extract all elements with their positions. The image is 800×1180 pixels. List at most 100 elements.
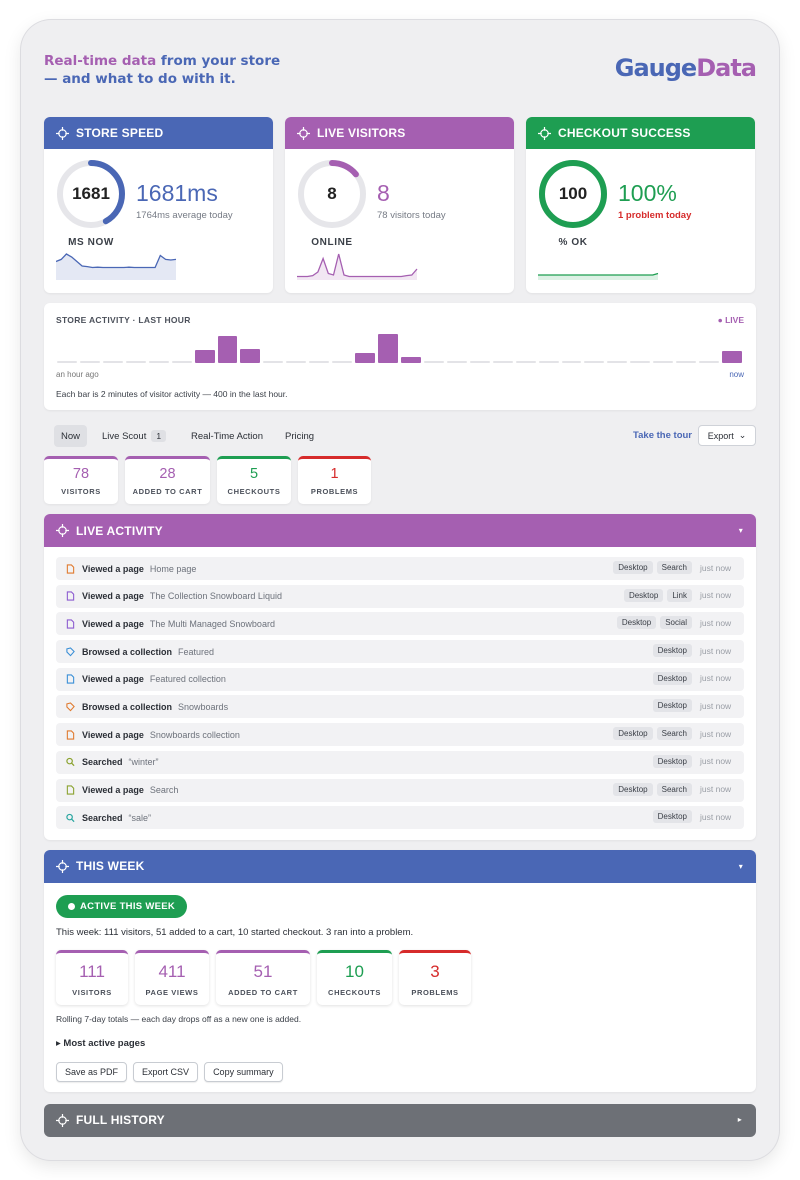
- source-chip: Desktop: [652, 671, 692, 685]
- status-dot-icon: [68, 902, 75, 910]
- week-stat-tile: 3 PROBLEMS: [399, 949, 471, 1005]
- tag-icon: [66, 702, 75, 712]
- activity-row[interactable]: Viewed a page The Multi Managed Snowboard…: [56, 612, 744, 636]
- caret-right-icon: ▸: [737, 1114, 742, 1124]
- gauge-fill: [57, 160, 125, 228]
- tab-real-time-action[interactable]: Real-Time Action: [191, 425, 263, 447]
- metric-card-title: STORE SPEED: [76, 126, 164, 140]
- dashboard: Real-time data from your store — and wha…: [44, 51, 757, 1137]
- stat-value: 28: [159, 466, 176, 482]
- activity-bar: [217, 335, 238, 363]
- activity-bar: [561, 361, 582, 363]
- source-chip: Desktop: [613, 782, 653, 796]
- activity-action: Browsed a collection: [82, 701, 173, 712]
- source-chip: Search: [656, 561, 692, 574]
- metric-card-header: CHECKOUT SUCCESS: [526, 117, 755, 149]
- activity-time: just now: [700, 811, 732, 822]
- tab-pricing[interactable]: Pricing: [285, 425, 314, 447]
- metric-card-body: 8 ONLINE 8 78 visitors today: [285, 149, 514, 293]
- metric-big-value: 100%: [618, 180, 677, 206]
- activity-bar: [171, 361, 192, 363]
- activity-row[interactable]: Searched “sale” Desktop just now: [56, 806, 744, 830]
- source-chip: Search: [656, 727, 692, 741]
- source-chip: Social: [660, 616, 692, 630]
- export-csv-button[interactable]: Export CSV: [133, 1061, 199, 1082]
- logo-part-data: Data: [696, 54, 757, 82]
- activity-target: Snowboards: [178, 701, 229, 712]
- stat-tile: 28 ADDED TO CART: [125, 456, 210, 504]
- export-dropdown[interactable]: Export ⌄: [698, 425, 756, 446]
- hero: Real-time data from your store — and wha…: [44, 52, 757, 117]
- week-stat-tile: 411 PAGE VIEWS: [135, 949, 209, 1005]
- source-chip: Desktop: [613, 561, 653, 574]
- crosshair-icon: [56, 126, 69, 140]
- metric-card-header: LIVE VISITORS: [285, 117, 514, 149]
- tab-bar: Now Live Scout 1 Real-Time Action Pricing…: [44, 425, 756, 447]
- metric-card: STORE SPEED 1681 MS NOW 1681ms 1764ms averag…: [44, 117, 273, 293]
- source-chip: Desktop: [652, 699, 692, 713]
- gauge-label: ONLINE: [311, 237, 353, 248]
- search-icon: [66, 758, 75, 767]
- badge-label: ACTIVE THIS WEEK: [80, 900, 176, 912]
- activity-meta: Desktop Search just now: [613, 561, 736, 574]
- activity-row[interactable]: Viewed a page Search Desktop Search just now: [56, 778, 744, 802]
- activity-time: just now: [700, 617, 732, 628]
- activity-row[interactable]: Viewed a page Snowboards collection Deskto…: [56, 723, 744, 747]
- source-chip: Link: [667, 588, 692, 602]
- week-stat-value: 3: [430, 961, 440, 981]
- activity-row[interactable]: Browsed a collection Featured Desktop just …: [56, 640, 744, 664]
- sparkline: [297, 253, 418, 280]
- activity-meta: Desktop Search just now: [613, 727, 736, 741]
- tab-live-scout[interactable]: Live Scout 1: [102, 425, 167, 447]
- most-active-pages-toggle[interactable]: ▸ Most active pages: [56, 1037, 146, 1049]
- activity-bar: [699, 361, 720, 363]
- sparkline-line: [56, 253, 177, 269]
- activity-meta: Desktop Search just now: [613, 782, 736, 796]
- activity-bar: [722, 351, 742, 363]
- gauge-ring: [539, 160, 607, 228]
- sparkline-line: [538, 272, 659, 276]
- source-chip: Desktop: [652, 754, 692, 768]
- activity-bar: [538, 361, 559, 363]
- chevron-down-icon: ⌄: [738, 430, 747, 440]
- stat-tile: 78 VISITORS: [44, 456, 118, 504]
- activity-bar: [57, 361, 77, 363]
- activity-bars: [56, 327, 744, 363]
- activity-row[interactable]: Viewed a page Featured collection Desktop j…: [56, 667, 744, 691]
- activity-bar: [423, 361, 444, 363]
- metric-big-value: 1681ms: [136, 180, 218, 206]
- crosshair-icon: [538, 126, 551, 140]
- copy-summary-button[interactable]: Copy summary: [204, 1061, 283, 1082]
- this-week-header[interactable]: THIS WEEK ▾: [44, 849, 756, 883]
- metric-card-body: 1681 MS NOW 1681ms 1764ms average today: [44, 149, 273, 293]
- metric-card-header: STORE SPEED: [44, 117, 273, 149]
- week-stat-label: CHECKOUTS: [328, 987, 381, 997]
- week-stat-value: 411: [158, 961, 186, 981]
- save-pdf-button[interactable]: Save as PDF: [56, 1061, 128, 1082]
- full-history-header[interactable]: FULL HISTORY ▸: [44, 1103, 756, 1137]
- active-this-week-badge: ACTIVE THIS WEEK: [56, 894, 188, 918]
- activity-row[interactable]: Viewed a page Home page Desktop Search just …: [56, 557, 744, 580]
- gauge-label: MS NOW: [68, 237, 114, 248]
- gauge-fill: [539, 160, 607, 228]
- export-label: Export: [707, 430, 734, 441]
- take-tour-link[interactable]: Take the tour: [633, 430, 692, 441]
- activity-meta: Desktop just now: [652, 671, 736, 685]
- activity-action: Viewed a page: [82, 729, 144, 740]
- week-stat-label: VISITORS: [72, 987, 112, 997]
- activity-row[interactable]: Searched “winter” Desktop just now: [56, 750, 744, 774]
- tab-now[interactable]: Now: [54, 425, 88, 447]
- activity-bar: [607, 361, 628, 363]
- live-activity-header[interactable]: LIVE ACTIVITY ▾: [44, 514, 756, 547]
- export-buttons: Save as PDF Export CSV Copy summary: [56, 1061, 744, 1082]
- activity-row[interactable]: Viewed a page The Collection Snowboard Li…: [56, 584, 744, 608]
- week-stat-value: 111: [79, 961, 105, 981]
- activity-row[interactable]: Browsed a collection Snowboards Desktop jus…: [56, 695, 744, 719]
- metric-card-title: CHECKOUT SUCCESS: [558, 126, 691, 140]
- source-chip: Desktop: [616, 616, 657, 630]
- activity-time: just now: [700, 562, 732, 573]
- page-icon: [66, 674, 75, 684]
- activity-bar: [194, 350, 215, 363]
- gauge-value: 1681: [72, 184, 110, 203]
- stat-label: ADDED TO CART: [132, 487, 203, 496]
